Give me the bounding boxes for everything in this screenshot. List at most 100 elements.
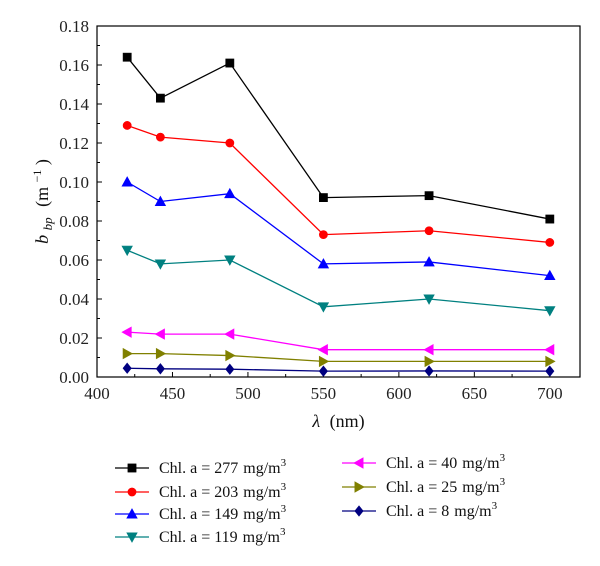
data-point	[424, 226, 434, 236]
legend-label-exp: 3	[500, 452, 506, 464]
data-point	[225, 138, 235, 148]
legend-item: Chl. a = 149 mg/m3	[115, 503, 287, 523]
data-point	[318, 365, 328, 377]
legend-label-main: Chl. a = 149	[159, 506, 238, 523]
data-point	[319, 230, 328, 240]
legend-item: Chl. a = 277 mg/m3	[115, 457, 287, 477]
legend-label-main: Chl. a = 203	[159, 484, 238, 501]
data-point	[225, 363, 235, 375]
legend-label-main: Chl. a = 25	[386, 479, 457, 496]
legend-label: Chl. a = 149 mg/m3	[159, 503, 287, 523]
data-point	[544, 306, 556, 317]
y-tick-label: 0.02	[59, 329, 89, 348]
legend-item: Chl. a = 203 mg/m3	[115, 481, 287, 501]
data-point	[545, 355, 556, 368]
legend-marker	[127, 487, 137, 497]
legend-label-unit: mg/m	[243, 460, 281, 477]
legend-marker	[353, 457, 364, 469]
data-point	[543, 343, 555, 356]
x-tick-label: 700	[537, 384, 563, 403]
data-point	[225, 349, 236, 362]
x-axis-title: λ (nm)	[311, 411, 364, 432]
series-line	[127, 352, 550, 363]
data-point	[121, 245, 133, 257]
series-line	[127, 331, 550, 351]
y-axis-var: b	[32, 235, 52, 244]
y-tick-label: 0.18	[59, 17, 89, 36]
y-tick-label: 0.06	[59, 251, 89, 270]
legend-label-exp: 3	[281, 481, 287, 493]
data-point	[224, 187, 236, 199]
legend-label-main: Chl. a = 40	[386, 455, 457, 472]
x-tick-label: 450	[160, 384, 186, 403]
data-point	[155, 347, 167, 360]
series-line	[127, 367, 550, 372]
data-point	[545, 214, 555, 224]
data-point	[424, 365, 434, 377]
x-axis: 400 450 500 550 600 650 700	[84, 372, 563, 403]
data-point	[155, 93, 165, 103]
x-tick-label: 650	[462, 384, 488, 403]
legend-label-unit: mg/m	[243, 484, 281, 501]
x-tick-label: 500	[235, 384, 261, 403]
plot-border	[96, 25, 581, 378]
data-point	[122, 347, 134, 360]
data-point	[423, 256, 435, 267]
data-point	[122, 362, 132, 374]
series-2	[122, 121, 555, 247]
y-tick-label: 0.04	[59, 290, 89, 309]
y-tick-label: 0.12	[59, 134, 89, 153]
legend-label-main: Chl. a = 119	[159, 529, 238, 546]
legend-label-unit: mg/m	[243, 506, 281, 523]
legend-item: Chl. a = 25 mg/m3	[342, 476, 506, 496]
data-point	[424, 355, 435, 368]
series-line	[126, 56, 550, 220]
legend-label: Chl. a = 119 mg/m3	[159, 526, 286, 546]
legend-label-exp: 3	[280, 526, 286, 538]
legend-label-exp: 3	[281, 503, 287, 515]
data-point	[319, 193, 328, 202]
y-axis-unit-exp: −1	[30, 170, 44, 183]
data-point	[154, 259, 167, 270]
data-point	[122, 121, 132, 130]
legend-item: Chl. a = 40 mg/m3	[342, 452, 506, 472]
legend-item: Chl. a = 119 mg/m3	[115, 526, 286, 546]
data-point	[154, 328, 165, 340]
y-tick-label: 0.00	[59, 368, 89, 387]
legend-label-unit: mg/m	[462, 455, 500, 472]
data-point	[155, 132, 165, 142]
data-point	[544, 269, 556, 281]
series-line	[126, 249, 550, 312]
data-point	[317, 343, 328, 356]
data-point	[224, 328, 235, 340]
x-tick-label: 400	[84, 384, 110, 403]
y-axis-unit-open: (m	[32, 187, 53, 207]
y-axis: 0.00 0.02 0.04 0.06 0.08 0.10 0.12 0.14 0.16 0.18	[59, 17, 102, 387]
series-line	[126, 181, 550, 277]
legend-label: Chl. a = 25 mg/m3	[386, 476, 506, 496]
legend-marker	[126, 508, 138, 519]
series-5	[121, 326, 555, 356]
x-tick-label: 600	[386, 384, 412, 403]
legend-marker	[126, 532, 138, 543]
legend-label-exp: 3	[281, 457, 287, 469]
y-axis-title: b bp (m −1 )	[25, 159, 56, 244]
data-point	[225, 58, 235, 68]
data-point	[155, 363, 165, 375]
legend-label-main: Chl. a = 277	[159, 460, 238, 477]
y-tick-label: 0.10	[59, 173, 89, 192]
legend-label: Chl. a = 8 mg/m3	[386, 500, 498, 520]
data-point	[423, 294, 435, 305]
series-4	[121, 245, 556, 317]
y-tick-label: 0.16	[59, 56, 89, 75]
legend-marker	[127, 463, 137, 473]
series-7	[122, 362, 555, 377]
legend-label: Chl. a = 277 mg/m3	[159, 457, 287, 477]
data-point	[224, 255, 236, 266]
y-tick-label: 0.08	[59, 212, 89, 231]
x-axis-var: λ	[311, 411, 320, 431]
legend-marker	[354, 505, 364, 517]
series-3	[121, 176, 556, 281]
